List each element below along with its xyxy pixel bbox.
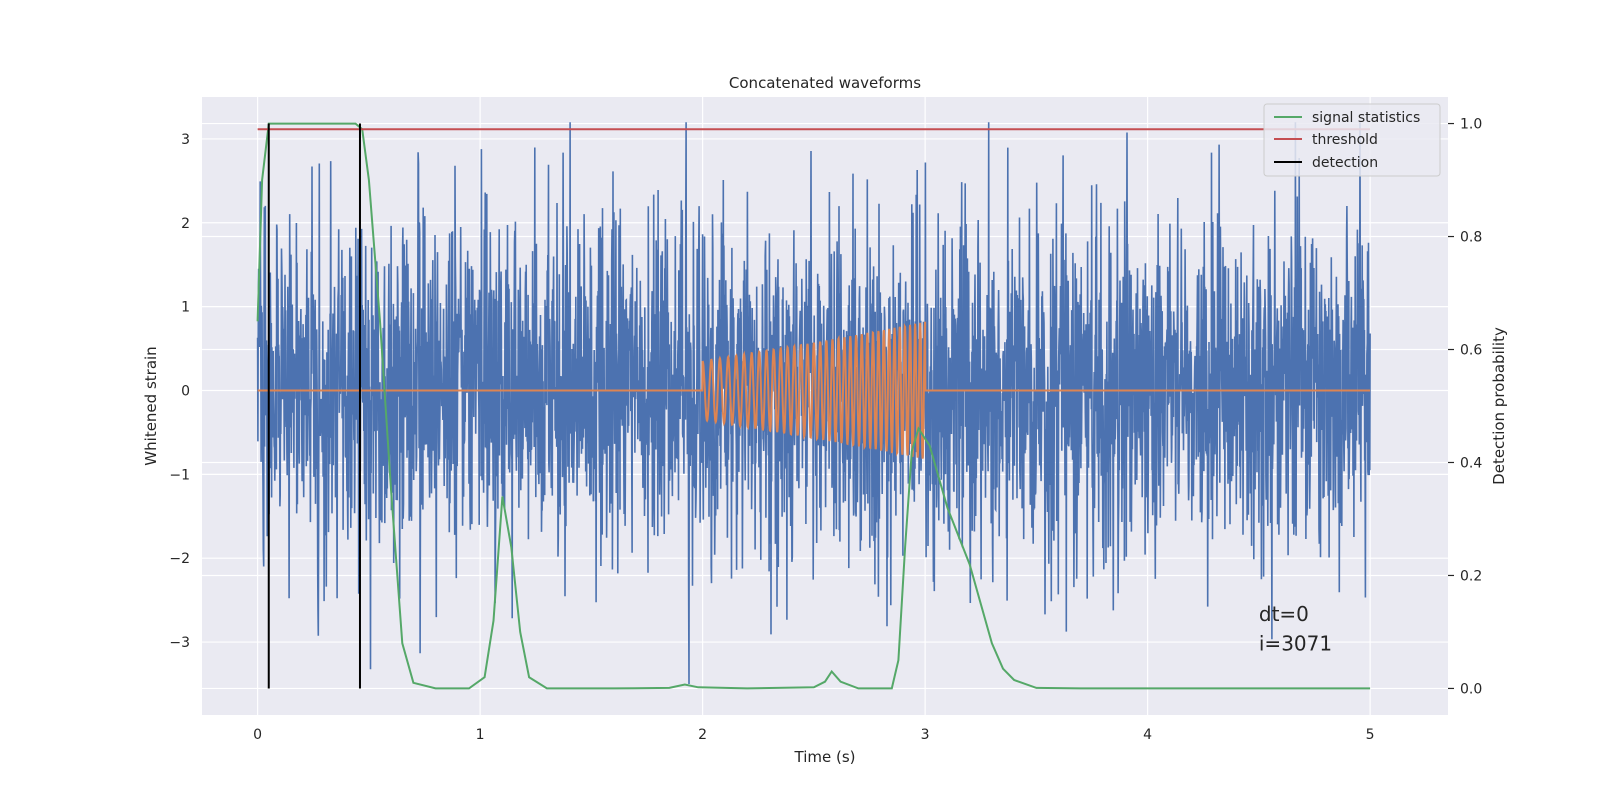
- series-noise-line: [256, 122, 1371, 685]
- series-layer: [256, 122, 1371, 690]
- y-axis-label: Whitened strain: [142, 346, 160, 465]
- y-tick-label: 3: [181, 132, 190, 148]
- x-tick-label: 5: [1366, 727, 1375, 743]
- y-right-tick-label: 0.6: [1460, 343, 1482, 359]
- series-chirp-line: [257, 321, 1371, 459]
- y-right-tick-label: 1.0: [1460, 117, 1482, 133]
- y-tick-label: 2: [181, 216, 190, 232]
- legend-label-detection: detection: [1312, 155, 1378, 171]
- y-right-tick-label: 0.4: [1460, 455, 1482, 471]
- y-right-tick-label: 0.0: [1460, 681, 1482, 697]
- legend-box: [1263, 103, 1441, 177]
- y-tick-label: 1: [181, 300, 190, 316]
- series-detection-lines: [267, 123, 361, 689]
- series-signal-statistics-line: [256, 122, 1371, 690]
- y-tick-label: −2: [169, 551, 190, 567]
- axis-ticks: 0 1 2 3 4 5 −3 −2 −1 0 1 2 3 0.0 0.2 0.4 0.6 0.8 1.0: [169, 117, 1482, 743]
- y-tick-label: −3: [169, 635, 190, 651]
- x-tick-label: 1: [476, 727, 485, 743]
- y-axis-right-label: Detection probability: [1490, 327, 1508, 485]
- y-tick-label: −1: [169, 467, 190, 483]
- annotations: dt=0 i=3071: [1259, 602, 1332, 655]
- y-right-tick-label: 0.8: [1460, 230, 1482, 246]
- legend: signal statistics threshold detection: [1263, 103, 1441, 177]
- legend-label-threshold: threshold: [1312, 132, 1378, 148]
- y-tick-label: 0: [181, 383, 190, 399]
- x-tick-label: 2: [698, 727, 707, 743]
- x-tick-label: 0: [253, 727, 262, 743]
- annotation-text: dt=0: [1259, 602, 1309, 626]
- annotation-text: i=3071: [1259, 631, 1332, 655]
- x-axis-label: Time (s): [794, 748, 856, 766]
- x-tick-label: 3: [921, 727, 930, 743]
- chart-title: Concatenated waveforms: [729, 74, 921, 92]
- x-tick-label: 4: [1143, 727, 1152, 743]
- y-right-tick-label: 0.2: [1460, 568, 1482, 584]
- legend-label-signal-statistics: signal statistics: [1312, 110, 1420, 126]
